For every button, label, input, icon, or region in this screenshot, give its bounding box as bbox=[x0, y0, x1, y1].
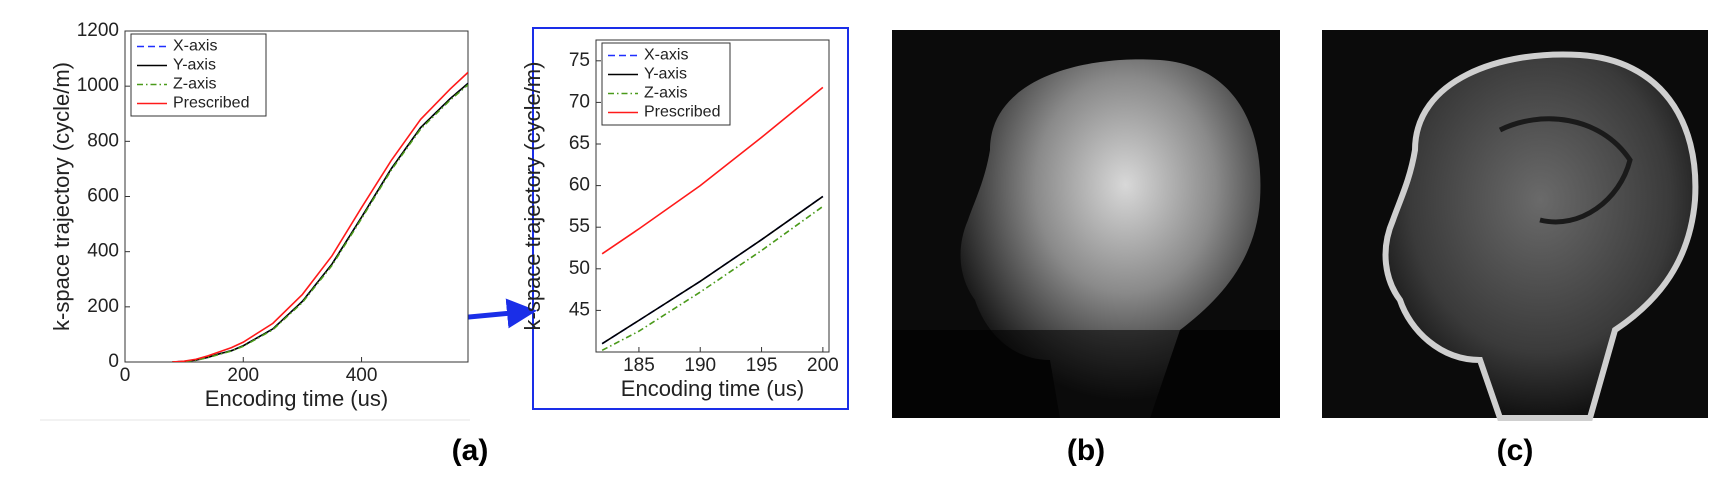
series-line bbox=[172, 71, 468, 362]
y-tick-label: 45 bbox=[569, 299, 590, 320]
x-tick-label: 0 bbox=[120, 365, 131, 386]
y-axis-label: k-space trajectory (cycle/m) bbox=[49, 62, 74, 331]
y-tick-label: 75 bbox=[569, 50, 590, 71]
legend-label: X-axis bbox=[173, 38, 217, 55]
x-tick-label: 200 bbox=[227, 365, 259, 386]
series-line bbox=[601, 195, 824, 345]
y-tick-label: 65 bbox=[569, 133, 590, 154]
mri-image-c bbox=[1322, 30, 1708, 421]
legend-label: Prescribed bbox=[173, 95, 249, 112]
x-tick-label: 400 bbox=[346, 365, 378, 386]
y-tick-label: 1000 bbox=[77, 75, 119, 96]
y-tick-label: 1200 bbox=[77, 20, 119, 41]
panel-label: (b) bbox=[1067, 434, 1105, 467]
y-tick-label: 600 bbox=[87, 186, 119, 207]
y-tick-label: 0 bbox=[108, 351, 119, 372]
series-line bbox=[172, 84, 468, 362]
panel-label: (a) bbox=[452, 434, 489, 467]
x-tick-label: 190 bbox=[684, 355, 716, 376]
legend-box bbox=[130, 33, 267, 117]
y-tick-label: 200 bbox=[87, 296, 119, 317]
legend-box bbox=[601, 42, 731, 126]
mri-image-b bbox=[892, 30, 1280, 418]
x-tick-label: 185 bbox=[623, 355, 655, 376]
x-tick-label: 195 bbox=[746, 355, 778, 376]
y-tick-label: 50 bbox=[569, 258, 590, 279]
y-tick-label: 55 bbox=[569, 216, 590, 237]
legend-label: Z-axis bbox=[173, 76, 217, 93]
legend-label: Prescribed bbox=[644, 104, 720, 121]
y-axis-label: k-space trajectory (cycle/m) bbox=[520, 62, 545, 331]
series-line bbox=[601, 205, 824, 352]
series-line bbox=[601, 86, 824, 255]
x-axis-label: Encoding time (us) bbox=[621, 376, 804, 401]
legend-label: Y-axis bbox=[644, 66, 687, 83]
legend-label: X-axis bbox=[644, 47, 688, 64]
y-tick-label: 800 bbox=[87, 130, 119, 151]
x-axis-label: Encoding time (us) bbox=[205, 386, 388, 411]
panel-label: (c) bbox=[1497, 434, 1534, 467]
x-tick-label: 200 bbox=[807, 355, 839, 376]
y-tick-label: 400 bbox=[87, 241, 119, 262]
y-tick-label: 60 bbox=[569, 175, 590, 196]
legend-label: Y-axis bbox=[173, 57, 216, 74]
y-tick-label: 70 bbox=[569, 91, 590, 112]
zoom-frame bbox=[532, 27, 849, 410]
legend-label: Z-axis bbox=[644, 85, 688, 102]
